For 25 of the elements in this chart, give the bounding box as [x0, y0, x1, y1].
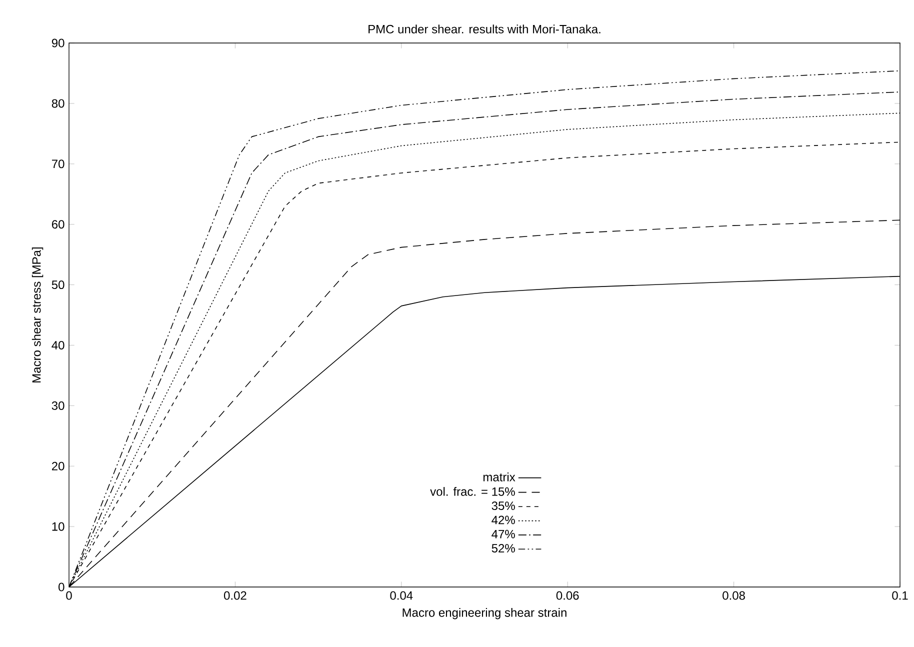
y-tick-label: 60 — [52, 220, 64, 229]
x-tick-label: 0.06 — [556, 591, 579, 600]
legend-label: matrix — [483, 472, 516, 482]
y-tick-label: 80 — [52, 99, 64, 108]
y-tick-label: 40 — [52, 340, 64, 350]
x-axis-title: Macro engineering shear strain — [402, 608, 566, 620]
y-axis-title: Macro shear stress [MPa] — [32, 248, 44, 382]
legend-label: 42% — [492, 516, 515, 524]
legend-label: 52% — [492, 544, 515, 553]
x-tick-label: 0 — [66, 591, 72, 600]
y-tick-label: 50 — [52, 280, 64, 290]
legend-label: vol. frac. = 15% — [430, 487, 515, 496]
chart-title: PMC under shear. results with Mori-Tanaka. — [368, 24, 600, 34]
x-tick-label: 0.02 — [224, 591, 246, 600]
y-tick-label: 70 — [52, 160, 64, 168]
legend-label: 47% — [492, 530, 515, 538]
x-tick-label: 0.04 — [390, 591, 413, 600]
x-tick-label: 0.1 — [892, 591, 908, 600]
y-tick-label: 10 — [52, 522, 64, 531]
y-tick-label: 20 — [52, 462, 64, 470]
y-tick-label: 90 — [52, 38, 64, 48]
x-tick-label: 0.08 — [722, 591, 745, 600]
legend-label: 35% — [492, 502, 515, 510]
y-tick-label: 0 — [58, 582, 64, 592]
y-tick-label: 30 — [52, 401, 64, 410]
